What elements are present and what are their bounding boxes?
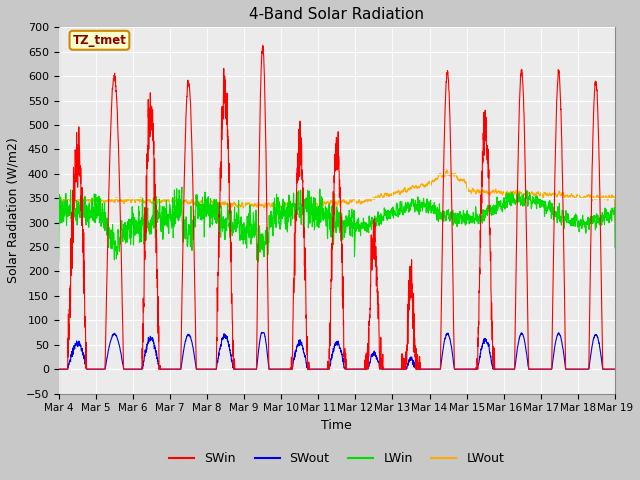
- Title: 4-Band Solar Radiation: 4-Band Solar Radiation: [250, 7, 424, 22]
- X-axis label: Time: Time: [321, 419, 352, 432]
- Text: TZ_tmet: TZ_tmet: [72, 34, 126, 47]
- Y-axis label: Solar Radiation (W/m2): Solar Radiation (W/m2): [7, 138, 20, 283]
- Legend: SWin, SWout, LWin, LWout: SWin, SWout, LWin, LWout: [164, 447, 509, 470]
